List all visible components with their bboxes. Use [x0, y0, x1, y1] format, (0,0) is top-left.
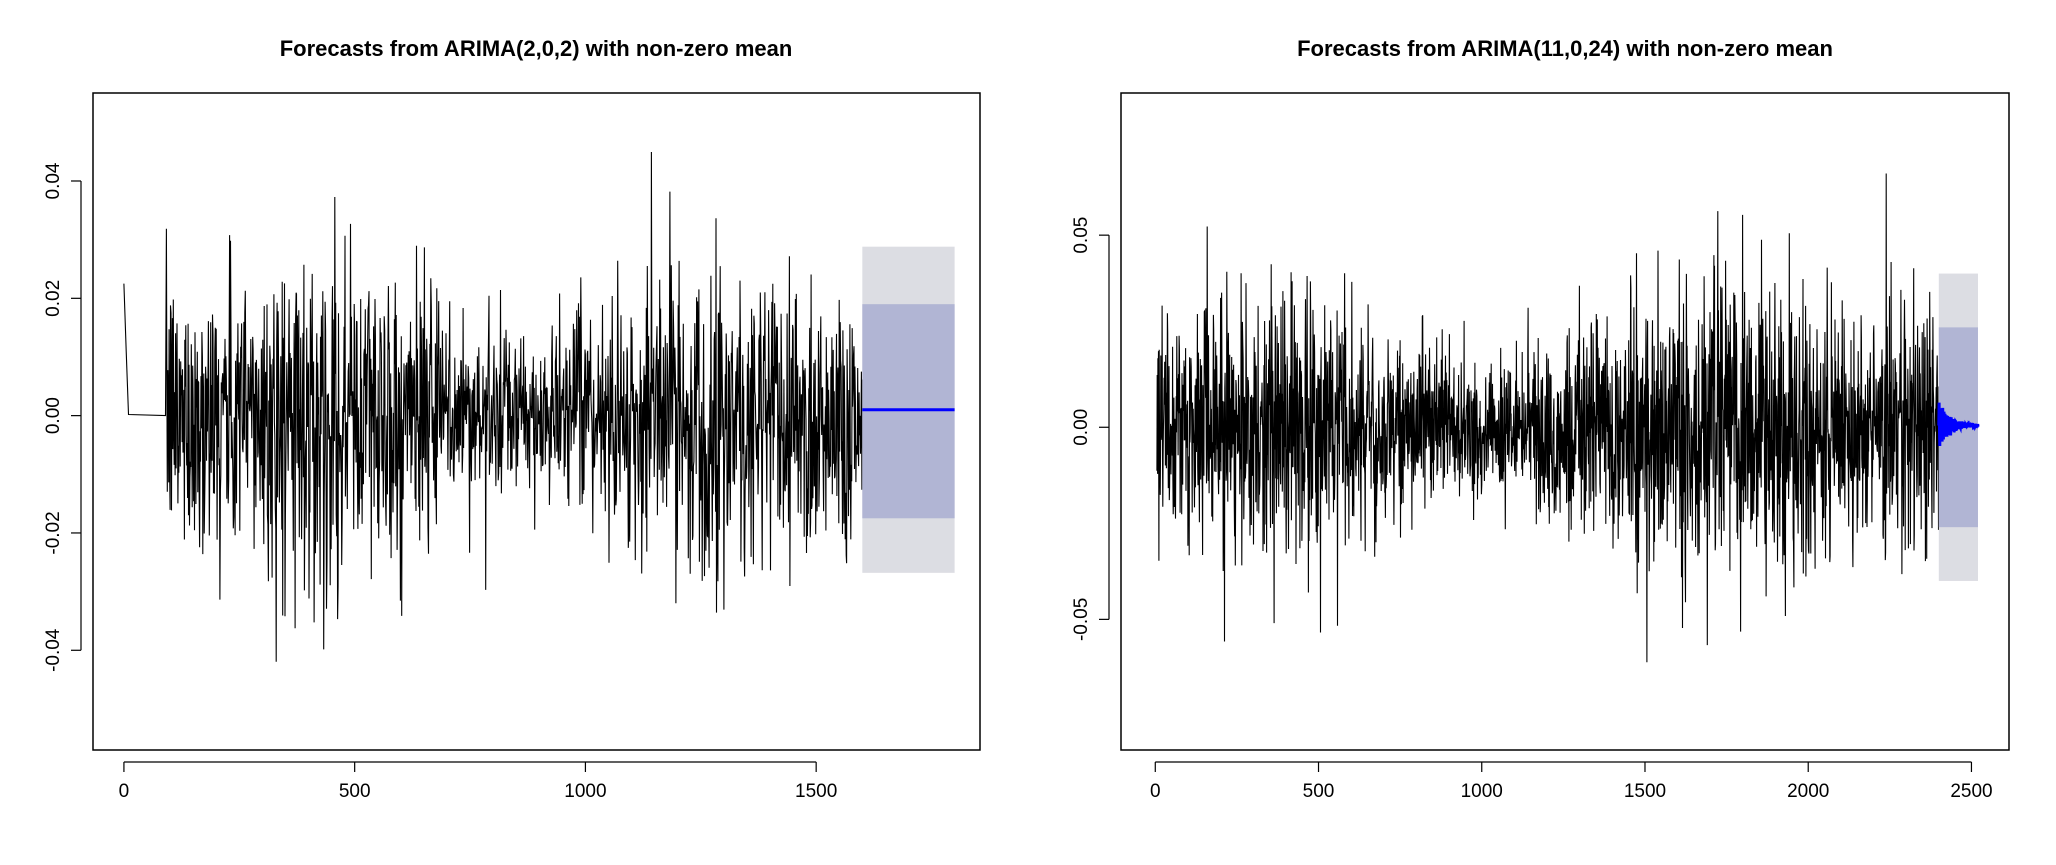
x-tick-label: 500 [1303, 781, 1335, 802]
observed-series-line [1156, 173, 1940, 663]
plot-frame [1120, 92, 2010, 751]
forecast-mean-line [1937, 402, 1980, 447]
chart-title: Forecasts from ARIMA(2,0,2) with non-zer… [280, 36, 793, 61]
chart-panel-arima-2-0-2: Forecasts from ARIMA(2,0,2) with non-zer… [43, 36, 981, 802]
y-tick-label: 0.04 [43, 162, 64, 199]
y-tick-label: 0.00 [1071, 409, 1092, 446]
observed-series [1156, 173, 1940, 663]
observed-series-line [123, 151, 863, 662]
x-axis: 0 500 1000 1500 2000 2500 [1150, 761, 1993, 802]
plot-frame [92, 92, 981, 751]
x-tick-label: 2000 [1787, 781, 1829, 802]
x-tick-label: 1000 [1461, 781, 1503, 802]
x-tick-label: 2500 [1950, 781, 1992, 802]
y-axis: -0.05 0.00 0.05 [1071, 217, 1110, 641]
x-axis: 0 500 1000 1500 [119, 761, 837, 802]
forecast-layer [1937, 273, 1980, 581]
y-tick-label: 0.05 [1071, 217, 1092, 254]
x-tick-label: 0 [1150, 781, 1161, 802]
chart-panel-arima-11-0-24: Forecasts from ARIMA(11,0,24) with non-z… [1071, 36, 2010, 802]
y-axis: -0.04 -0.02 0.00 0.02 0.04 [43, 162, 82, 672]
chart-title: Forecasts from ARIMA(11,0,24) with non-z… [1297, 36, 1833, 61]
y-tick-label: 0.02 [43, 280, 64, 317]
x-tick-label: 500 [339, 781, 371, 802]
y-tick-label: -0.05 [1071, 598, 1092, 641]
y-tick-label: -0.04 [43, 628, 64, 672]
x-tick-label: 0 [119, 781, 130, 802]
x-tick-label: 1000 [564, 781, 606, 802]
observed-series [123, 151, 863, 662]
x-tick-label: 1500 [795, 781, 837, 802]
forecast-layer [862, 246, 955, 573]
x-tick-label: 1500 [1624, 781, 1666, 802]
y-tick-label: -0.02 [43, 511, 64, 554]
y-tick-label: 0.00 [43, 397, 64, 434]
